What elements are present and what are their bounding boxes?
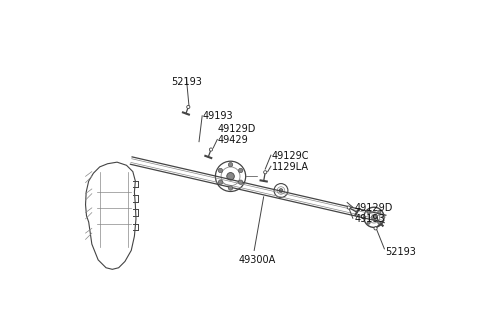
Circle shape — [228, 162, 233, 167]
Circle shape — [218, 168, 223, 173]
Circle shape — [372, 215, 376, 220]
Circle shape — [227, 173, 234, 180]
Text: 49193: 49193 — [354, 214, 385, 224]
Circle shape — [264, 171, 267, 174]
Circle shape — [367, 221, 370, 224]
Circle shape — [374, 227, 377, 230]
Circle shape — [279, 189, 283, 192]
Circle shape — [378, 221, 381, 224]
Circle shape — [378, 211, 381, 214]
Circle shape — [218, 180, 223, 184]
Text: 52193: 52193 — [171, 77, 202, 87]
Text: 52193: 52193 — [385, 247, 416, 257]
Circle shape — [239, 168, 243, 173]
Circle shape — [347, 206, 350, 209]
Text: 49129C: 49129C — [272, 151, 309, 161]
Circle shape — [367, 211, 370, 214]
Text: 49300A: 49300A — [239, 255, 276, 265]
Text: 49129D: 49129D — [354, 203, 393, 213]
Circle shape — [239, 180, 243, 184]
Circle shape — [187, 105, 190, 108]
Text: 49129D: 49129D — [218, 124, 256, 134]
Text: 49429: 49429 — [218, 135, 249, 145]
Circle shape — [228, 186, 233, 190]
Circle shape — [209, 148, 213, 151]
Text: 1129LA: 1129LA — [272, 162, 309, 172]
Text: 49193: 49193 — [203, 111, 233, 121]
